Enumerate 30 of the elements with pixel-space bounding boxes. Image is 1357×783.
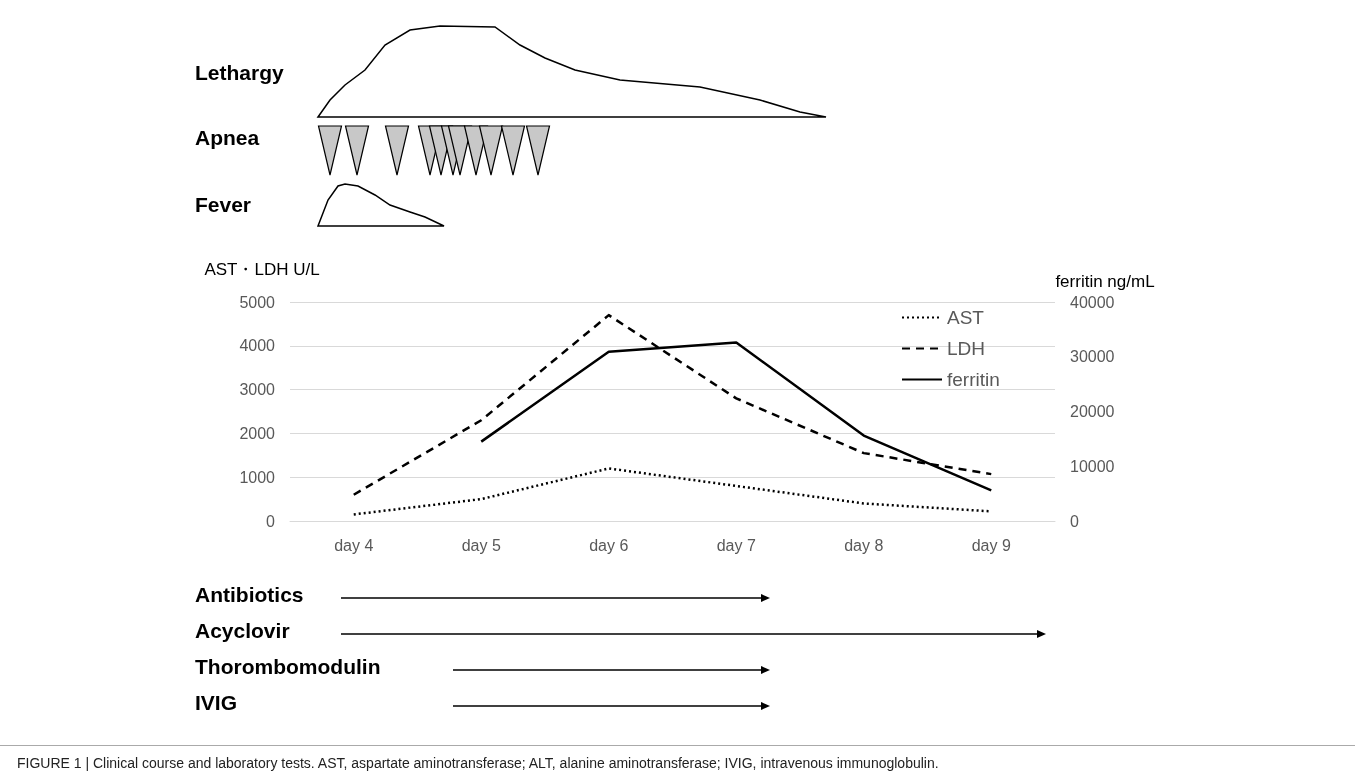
text: Apnea	[195, 126, 260, 150]
y2-tick-label: 20000	[1070, 403, 1115, 420]
y2-tick-label: 30000	[1070, 348, 1115, 366]
x-tick-label: day 7	[716, 536, 756, 554]
x-tick-label: day 9	[971, 536, 1011, 554]
text: Thorombomodulin	[195, 655, 381, 679]
y2-tick-label: 40000	[1070, 293, 1115, 311]
y-tick-label: 4000	[239, 337, 276, 355]
y-axis-title: AST・LDH U/L	[204, 260, 320, 279]
y2-axis-title: ferritin ng/mL	[1055, 272, 1155, 291]
x-tick-label: day 6	[589, 536, 629, 554]
text: IVIG	[195, 691, 238, 715]
legend-label: AST	[947, 307, 985, 328]
x-tick-label: day 8	[844, 536, 884, 554]
caption: FIGURE 1 | Clinical course and laboratory tests. AST, aspartate aminotransferase; ALT, alanine aminotransferase; IVIG, intravenous immunoglobulin.	[17, 755, 939, 771]
legend-label: LDH	[947, 338, 986, 359]
x-tick-label: day 5	[461, 536, 501, 554]
y2-tick-label: 0	[1070, 512, 1079, 530]
text: Acyclovir	[195, 619, 290, 643]
y-tick-label: 0	[266, 512, 276, 530]
legend-label: ferritin	[947, 369, 1000, 390]
y-tick-label: 2000	[239, 424, 276, 442]
y-tick-label: 5000	[239, 293, 276, 311]
text: Fever	[195, 193, 252, 217]
y2-tick-label: 10000	[1070, 457, 1115, 475]
text: Lethargy	[195, 61, 284, 85]
y-tick-label: 3000	[239, 381, 276, 399]
text: Antibiotics	[195, 583, 304, 607]
y-tick-label: 1000	[239, 468, 276, 486]
x-tick-label: day 4	[334, 536, 374, 554]
